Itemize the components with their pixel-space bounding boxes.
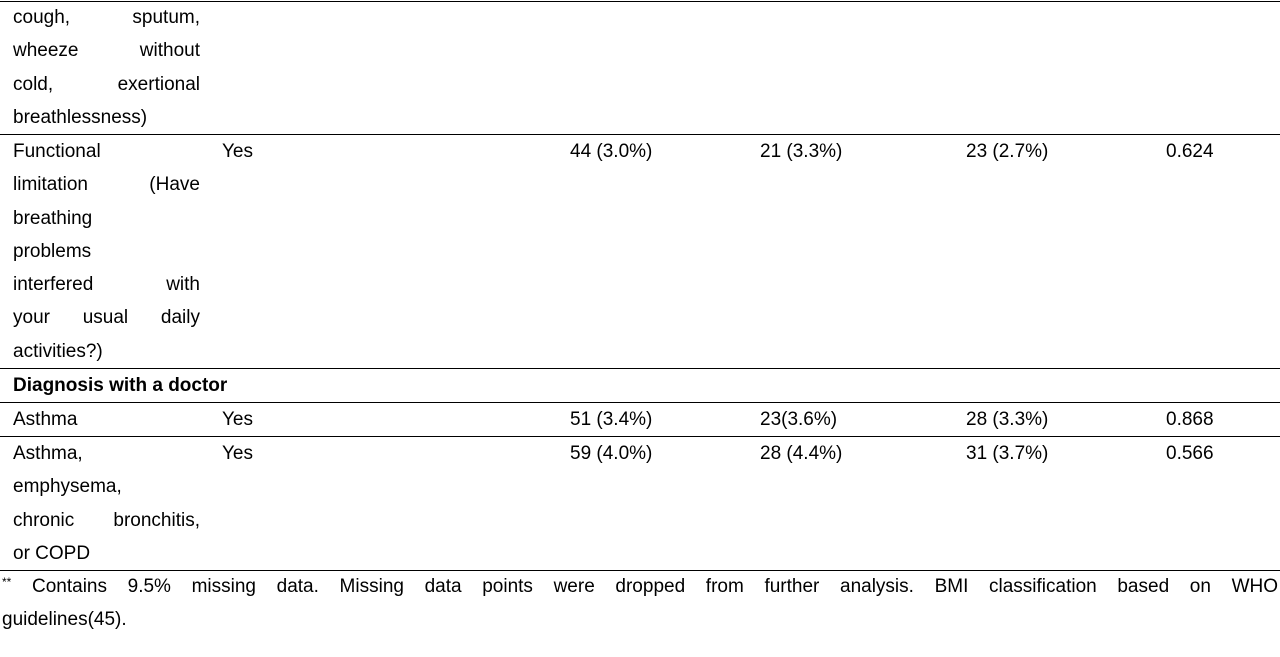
label-line: chronic bronchitis, xyxy=(13,509,200,531)
table-cell-group1: 21 (3.3%) xyxy=(760,141,843,162)
table-rule-section xyxy=(0,402,1280,403)
footnote-marker: ** xyxy=(2,575,12,589)
label-line: Asthma xyxy=(13,409,78,430)
table-cell-group2: 31 (3.7%) xyxy=(966,443,1049,464)
table-rule-row-1 xyxy=(0,134,1280,135)
label-line: cough, sputum, xyxy=(13,7,200,28)
label-line: wheeze without xyxy=(13,40,200,62)
table-row-label: cough, sputum, wheeze without cold, exer… xyxy=(13,1,200,134)
table-cell-group2: 28 (3.3%) xyxy=(966,409,1049,430)
label-line: breathlessness) xyxy=(13,106,148,128)
table-cell-group1: 23(3.6%) xyxy=(760,409,838,430)
table-rule-row-3 xyxy=(0,436,1280,437)
table-cell-total: 51 (3.4%) xyxy=(570,409,653,430)
table-cell-response: Yes xyxy=(222,409,253,430)
footnote-line: ** Contains 9.5% missing data. Missing d… xyxy=(2,570,1278,603)
label-line: Functional xyxy=(13,141,101,162)
table-cell-total: 59 (4.0%) xyxy=(570,443,653,464)
table-cell-p-value: 0.566 xyxy=(1166,443,1214,464)
table-cell-response: Yes xyxy=(222,141,253,162)
table-rule-top xyxy=(0,1,1280,2)
footnote-line-2: guidelines(45). xyxy=(2,609,127,630)
table-cell-p-value: 0.868 xyxy=(1166,409,1214,430)
label-line: emphysema, xyxy=(13,476,122,498)
label-line: Asthma, xyxy=(13,443,83,464)
footnote-text: Contains 9.5% missing data. Missing data… xyxy=(32,576,1278,597)
table-rule-row-2 xyxy=(0,368,1280,369)
label-line: problems xyxy=(13,240,92,262)
table-row-label: Asthma xyxy=(13,403,200,436)
table-cell-group2: 23 (2.7%) xyxy=(966,141,1049,162)
table-row-label: Asthma, emphysema, chronic bronchitis, o… xyxy=(13,437,200,570)
label-line: limitation (Have xyxy=(13,174,200,196)
label-line: or COPD xyxy=(13,542,91,564)
table-cell-total: 44 (3.0%) xyxy=(570,141,653,162)
table-rule-bottom xyxy=(0,570,1280,571)
table-cell-p-value: 0.624 xyxy=(1166,141,1214,162)
section-heading: Diagnosis with a doctor xyxy=(13,375,228,396)
label-line: breathing xyxy=(13,207,93,229)
label-line: cold, exertional xyxy=(13,73,200,95)
table-cell-group1: 28 (4.4%) xyxy=(760,443,843,464)
label-line: your usual daily xyxy=(13,307,200,329)
label-line: activities?) xyxy=(13,340,103,362)
table-footnote: ** Contains 9.5% missing data. Missing d… xyxy=(2,570,1278,603)
label-line: interfered with xyxy=(13,274,200,296)
table-cell-response: Yes xyxy=(222,443,253,464)
table-row-label: Functional limitation (Have breathing pr… xyxy=(13,135,200,368)
